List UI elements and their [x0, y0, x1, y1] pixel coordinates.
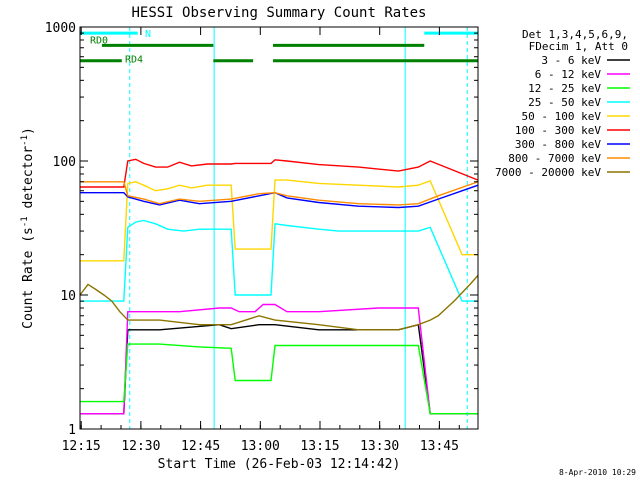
legend-entry-label: 50 - 100 keV [522, 110, 602, 123]
series-line-2 [80, 303, 478, 415]
x-tick-label: 13:45 [420, 439, 459, 454]
state-bar-label-rd0: RD0 [90, 35, 108, 46]
legend-entry-label: 6 - 12 keV [535, 68, 602, 81]
series-line-7 [80, 184, 478, 209]
legend-entry-label: 300 - 800 keV [515, 138, 601, 151]
x-tick-label: 12:45 [181, 439, 220, 454]
series-line-1 [80, 323, 478, 415]
series-line-4 [80, 219, 478, 302]
legend-entry-label: 25 - 50 keV [528, 96, 601, 109]
x-tick-label: 12:30 [121, 439, 160, 454]
series-line-5 [80, 179, 478, 262]
y-axis-label: Count Rate (s-1 detector-1) [20, 127, 36, 329]
series-line-9 [80, 274, 478, 331]
y-tick-label: 1 [68, 423, 76, 438]
footnote-date: 8-Apr-2010 10:29 [559, 468, 636, 477]
x-tick-label: 12:15 [62, 439, 101, 454]
state-bar-label-rd4: RD4 [125, 55, 143, 66]
legend-header-line: Det 1,3,4,5,6,9, [522, 28, 628, 41]
legend-entry-label: 7000 - 20000 keV [495, 166, 601, 179]
series-line-3 [80, 343, 478, 415]
series-line-6 [80, 158, 478, 188]
y-tick-label: 100 [53, 155, 76, 170]
x-axis-label: Start Time (26-Feb-03 12:14:42) [158, 457, 401, 472]
legend: Det 1,3,4,5,6,9,FDecim 1, Att 03 - 6 keV… [495, 28, 630, 179]
legend-entry-label: 12 - 25 keV [528, 82, 601, 95]
legend-entry-label: 100 - 300 keV [515, 124, 601, 137]
x-tick-label: 13:30 [360, 439, 399, 454]
state-bar-label-n: N [145, 29, 151, 40]
legend-entry-label: 800 - 7000 keV [508, 152, 601, 165]
y-tick-label: 10 [60, 289, 76, 304]
y-tick-label: 1000 [45, 21, 76, 36]
chart-title: HESSI Observing Summary Count Rates [131, 5, 426, 21]
plot-frame [79, 26, 479, 430]
legend-header-line: FDecim 1, Att 0 [529, 40, 628, 53]
legend-entry-label: 3 - 6 keV [541, 54, 601, 67]
x-tick-label: 13:00 [241, 439, 280, 454]
x-tick-label: 13:15 [300, 439, 339, 454]
series-line-8 [80, 181, 478, 206]
